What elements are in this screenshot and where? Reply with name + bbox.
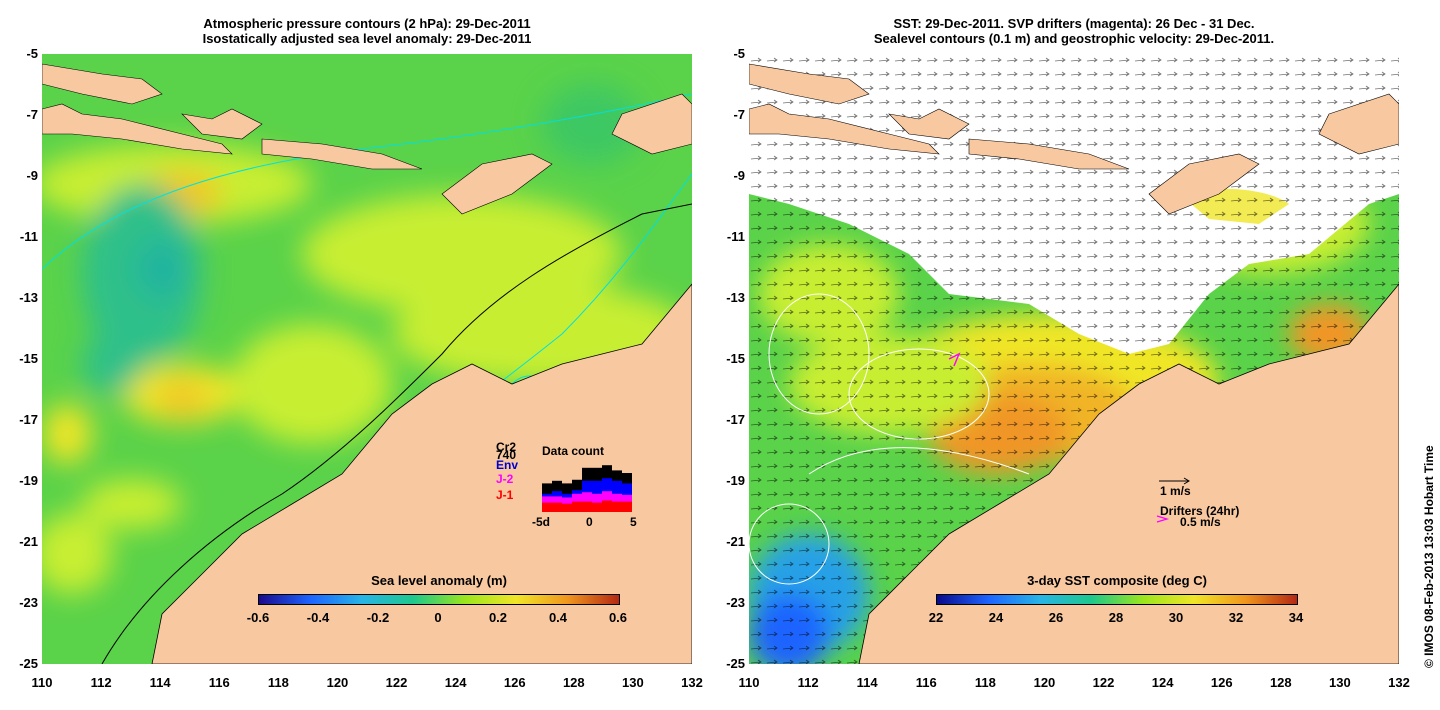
right-colorbar-tick: 28 [1108,610,1124,625]
left-ytick: -15 [19,351,38,366]
right-ytick: -7 [733,107,745,122]
left-colorbar-tick: 0.2 [488,610,508,625]
left-colorbar-tick: -0.6 [246,610,270,625]
drifter-legend-speed: 0.5 m/s [1180,515,1221,529]
left-title-line1: Atmospheric pressure contours (2 hPa): 2… [203,16,531,31]
inset-bar [542,502,552,512]
right-xtick: 116 [915,675,937,690]
right-ytick: -9 [733,168,745,183]
right-xtick: 114 [856,675,878,690]
inset-bar [602,500,612,512]
left-ytick: -21 [19,534,38,549]
inset-label-cr2: Cr2 [496,440,517,454]
right-colorbar-tick: 26 [1048,610,1064,625]
left-ytick: -5 [26,46,38,61]
copyright-text: © IMOS 08-Feb-2013 13:03 Hobart Time [1422,445,1436,668]
sst-map[interactable] [749,54,1399,664]
right-ytick: -11 [726,229,745,244]
left-xtick: 116 [208,675,230,690]
right-ytick: -23 [726,595,745,610]
left-colorbar-title: Sea level anomaly (m) [371,573,507,588]
left-panel-title: Atmospheric pressure contours (2 hPa): 2… [42,16,692,46]
right-colorbar-tick: 34 [1288,610,1304,625]
inset-xtick-5: 5 [630,515,637,529]
left-ytick: -17 [19,412,38,427]
right-xtick: 132 [1388,675,1410,690]
left-xtick: 110 [31,675,53,690]
right-ytick: -13 [726,290,745,305]
inset-bar-chart [542,465,632,512]
right-xtick: 126 [1210,675,1233,690]
left-colorbar-tick: 0.4 [548,610,568,625]
inset-label-env: Env [496,458,519,472]
right-ytick: -15 [726,351,745,366]
right-ytick: -21 [726,534,745,549]
left-xtick: 122 [385,675,408,690]
right-xtick: 122 [1092,675,1115,690]
left-colorbar-tick: -0.2 [366,610,390,625]
left-xtick: 114 [149,675,171,690]
drifter-legend-title: Drifters (24hr) [1160,504,1240,518]
left-ytick: -25 [19,656,38,671]
right-xtick: 124 [1151,675,1174,690]
left-ytick: -7 [26,107,38,122]
left-ytick: -23 [19,595,38,610]
right-colorbar [936,594,1298,605]
left-ytick: -19 [19,473,38,488]
velocity-legend-label: 1 m/s [1160,484,1191,498]
right-title-line2: Sealevel contours (0.1 m) and geostrophi… [873,31,1275,46]
inset-bar [592,502,602,512]
right-panel-title: SST: 29-Dec-2011. SVP drifters (magenta)… [749,16,1399,46]
right-title-line1: SST: 29-Dec-2011. SVP drifters (magenta)… [893,16,1255,31]
left-ytick: -9 [26,168,38,183]
left-colorbar-tick: -0.4 [306,610,330,625]
inset-label-j1: J-1 [496,488,514,502]
inset-label-740: 740 [496,448,517,462]
right-colorbar-tick: 30 [1168,610,1184,625]
left-xtick: 126 [503,675,526,690]
left-xtick: 112 [90,675,112,690]
right-colorbar-tick: 22 [928,610,944,625]
right-ytick: -19 [726,473,745,488]
inset-bar [612,501,622,512]
right-colorbar-tick: 32 [1228,610,1244,625]
inset-bar [622,501,632,512]
inset-bar [562,503,572,512]
inset-bar [582,501,592,512]
left-colorbar [258,594,620,605]
left-colorbar-tick: 0 [434,610,442,625]
right-ytick: -5 [733,46,745,61]
inset-bar [552,502,562,512]
sea-level-map[interactable] [42,54,692,664]
inset-xtick-minus5: -5d [532,515,550,529]
left-xtick: 118 [267,675,289,690]
inset-bar [572,501,582,512]
right-xtick: 118 [974,675,996,690]
left-colorbar-tick: 0.6 [608,610,628,625]
left-ytick: -11 [19,229,38,244]
left-title-line2: Isostatically adjusted sea level anomaly… [202,31,532,46]
left-ytick: -13 [19,290,38,305]
inset-title: Data count [542,444,605,458]
right-ytick: -17 [726,412,745,427]
right-colorbar-tick: 24 [988,610,1004,625]
right-xtick: 112 [797,675,819,690]
right-xtick: 128 [1269,675,1292,690]
left-xtick: 128 [562,675,585,690]
inset-xtick-0: 0 [586,515,593,529]
right-colorbar-title: 3-day SST composite (deg C) [1027,573,1207,588]
inset-label-j2: J-2 [496,472,514,486]
left-xtick: 132 [681,675,703,690]
right-xtick: 110 [738,675,760,690]
right-ytick: -25 [726,656,745,671]
left-xtick: 120 [326,675,349,690]
left-xtick: 130 [622,675,644,690]
right-xtick: 130 [1329,675,1351,690]
right-xtick: 120 [1033,675,1056,690]
left-xtick: 124 [444,675,467,690]
data-count-inset: Cr2 740 Env J-2 J-1 Data count -5d 0 5 [492,440,652,530]
